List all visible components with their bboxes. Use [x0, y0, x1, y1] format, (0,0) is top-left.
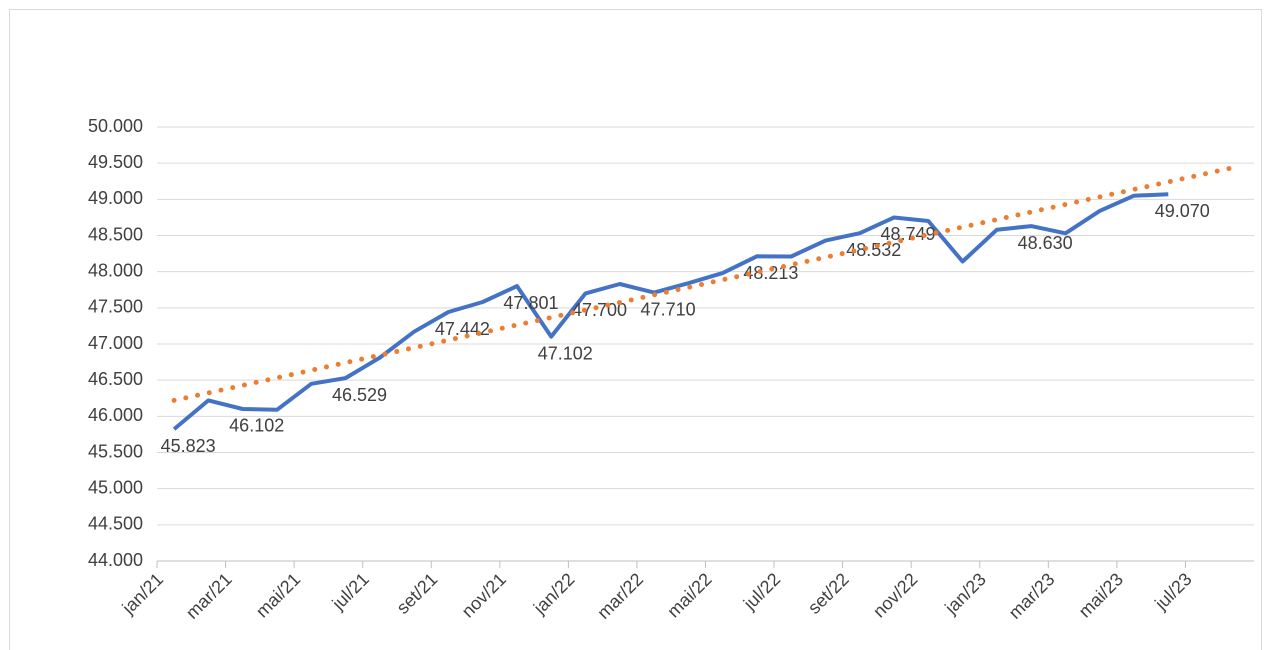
- x-tick-label: set/22: [804, 569, 853, 618]
- y-tick-label: 45.500: [88, 441, 143, 461]
- x-tick-label: jul/21: [328, 569, 373, 614]
- data-label: 47.710: [641, 299, 696, 319]
- x-tick-label: mai/23: [1075, 569, 1127, 621]
- x-tick-label: nov/22: [869, 569, 921, 621]
- x-tick-label: set/21: [393, 569, 442, 618]
- x-tick-label: jul/22: [739, 569, 784, 614]
- x-tick-label: nov/21: [458, 569, 510, 621]
- y-tick-label: 45.000: [88, 477, 143, 497]
- trend-line: [171, 164, 1240, 403]
- y-tick-label: 48.500: [88, 224, 143, 244]
- data-label: 48.749: [881, 224, 936, 244]
- data-label: 47.102: [538, 343, 593, 363]
- chart-frame: [9, 9, 1262, 650]
- data-label: 45.823: [161, 436, 216, 456]
- data-label: 47.801: [503, 293, 558, 313]
- x-tick-label: mar/22: [593, 569, 647, 623]
- x-tick-label: mar/21: [182, 569, 236, 623]
- x-tick-label: mai/22: [663, 569, 715, 621]
- x-tick-label: jan/22: [529, 569, 579, 619]
- x-tick-label: mar/23: [1005, 569, 1059, 623]
- y-tick-label: 49.000: [88, 188, 143, 208]
- y-tick-label: 46.000: [88, 405, 143, 425]
- y-tick-label: 47.000: [88, 333, 143, 353]
- y-tick-label: 46.500: [88, 369, 143, 389]
- y-tick-label: 47.500: [88, 297, 143, 317]
- data-label: 46.102: [229, 416, 284, 436]
- data-label: 47.700: [572, 300, 627, 320]
- x-tick-label: jul/23: [1150, 569, 1195, 614]
- data-label: 48.630: [1018, 233, 1073, 253]
- y-tick-label: 48.000: [88, 260, 143, 280]
- data-line: [172, 192, 1169, 431]
- y-tick-label: 49.500: [88, 152, 143, 172]
- data-label: 47.442: [435, 319, 490, 339]
- y-tick-label: 44.000: [88, 550, 143, 570]
- data-label: 48.213: [743, 263, 798, 283]
- data-label: 46.529: [332, 385, 387, 405]
- y-tick-label: 44.500: [88, 514, 143, 534]
- x-tick-label: mai/21: [252, 569, 304, 621]
- x-tick-label: jan/23: [940, 569, 990, 619]
- y-tick-label: 50.000: [88, 116, 143, 136]
- x-tick-label: jan/21: [118, 569, 168, 619]
- data-label: 49.070: [1155, 201, 1210, 221]
